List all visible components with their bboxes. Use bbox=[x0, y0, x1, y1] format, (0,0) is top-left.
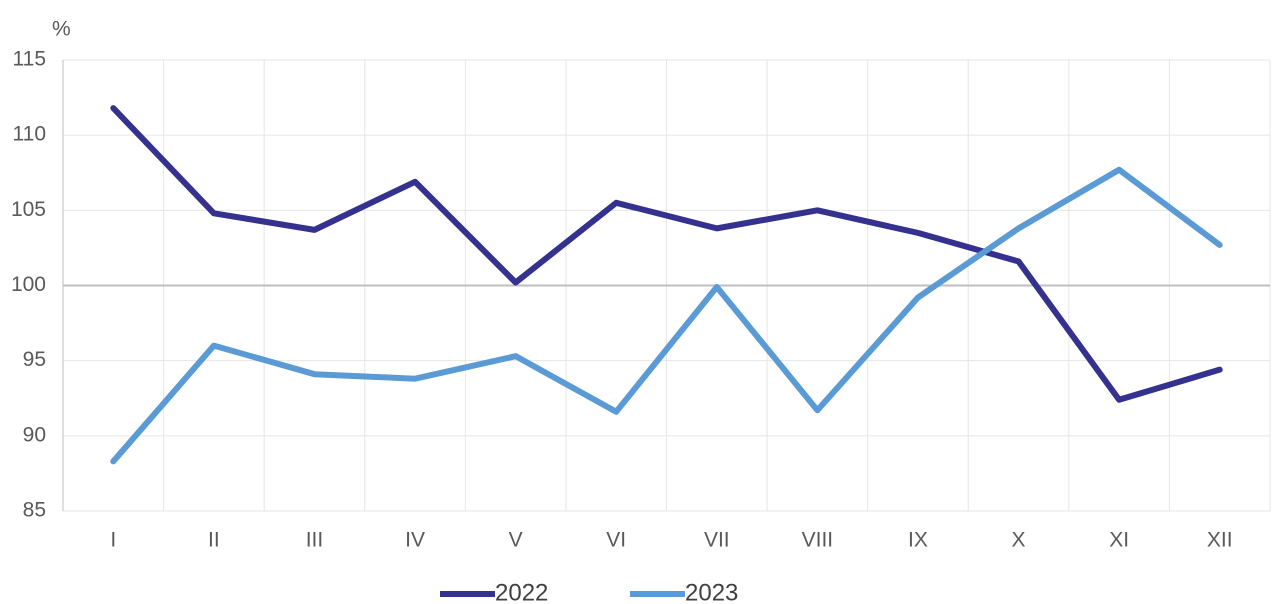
x-tick-label: X bbox=[1012, 529, 1026, 552]
y-tick-label: 85 bbox=[23, 499, 46, 522]
y-tick-label: 115 bbox=[13, 48, 46, 71]
x-tick-label: III bbox=[306, 529, 324, 552]
x-tick-label: I bbox=[110, 529, 116, 552]
x-tick-label: IX bbox=[908, 529, 928, 552]
y-tick-label: 100 bbox=[11, 273, 46, 296]
x-tick-label: VI bbox=[606, 529, 626, 552]
series-line bbox=[110, 166, 1223, 465]
x-tick-label: VIII bbox=[802, 529, 834, 552]
y-tick-label: 105 bbox=[11, 198, 46, 221]
series-line bbox=[110, 105, 1223, 403]
legend-label: 2023 bbox=[685, 579, 738, 604]
x-tick-label: II bbox=[208, 529, 220, 552]
x-tick-label: VII bbox=[704, 529, 730, 552]
y-axis-label: % bbox=[52, 18, 71, 41]
legend-label: 2022 bbox=[495, 579, 548, 604]
y-tick-label: 110 bbox=[13, 123, 46, 146]
x-tick-label: IV bbox=[405, 529, 425, 552]
x-tick-label: XI bbox=[1109, 529, 1129, 552]
y-tick-label: 95 bbox=[23, 348, 46, 371]
y-tick-label: 90 bbox=[23, 423, 46, 446]
x-tick-label: V bbox=[509, 529, 523, 552]
x-tick-label: XII bbox=[1207, 529, 1233, 552]
